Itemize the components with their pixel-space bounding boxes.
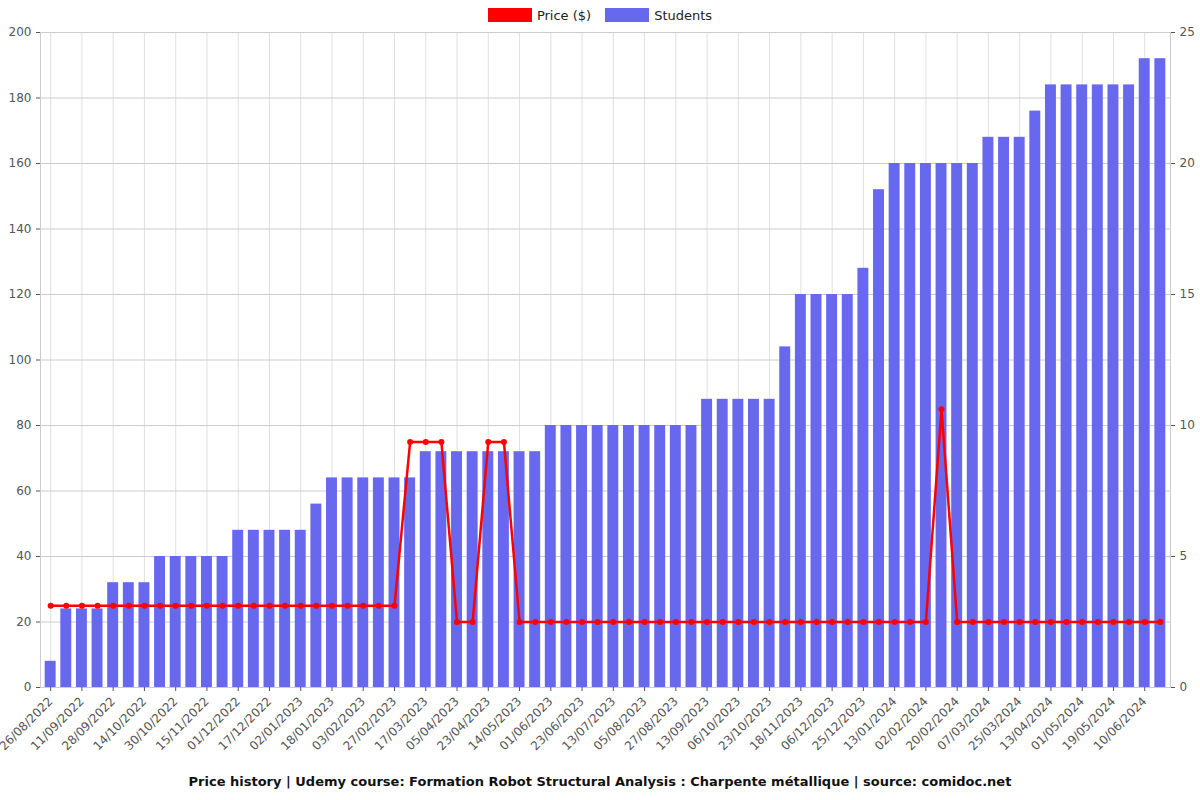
svg-text:27/02/2023: 27/02/2023 bbox=[340, 694, 400, 754]
svg-text:10: 10 bbox=[1180, 418, 1195, 432]
svg-text:23/04/2023: 23/04/2023 bbox=[434, 694, 494, 754]
svg-text:160: 160 bbox=[9, 156, 32, 170]
svg-text:23/06/2023: 23/06/2023 bbox=[528, 694, 587, 754]
svg-text:01/06/2023: 01/06/2023 bbox=[496, 694, 556, 754]
svg-text:23/10/2023: 23/10/2023 bbox=[715, 694, 775, 754]
svg-text:05/08/2023: 05/08/2023 bbox=[590, 694, 650, 754]
svg-text:5: 5 bbox=[1180, 549, 1188, 563]
svg-text:180: 180 bbox=[9, 91, 32, 105]
svg-text:20: 20 bbox=[16, 615, 31, 629]
svg-text:20/02/2024: 20/02/2024 bbox=[903, 694, 962, 754]
svg-text:17/03/2023: 17/03/2023 bbox=[371, 694, 431, 754]
svg-text:100: 100 bbox=[9, 353, 32, 367]
svg-text:14/05/2023: 14/05/2023 bbox=[465, 694, 525, 754]
svg-text:27/08/2023: 27/08/2023 bbox=[621, 694, 681, 754]
svg-text:17/12/2022: 17/12/2022 bbox=[215, 694, 275, 754]
svg-text:60: 60 bbox=[16, 484, 31, 498]
svg-text:18/01/2023: 18/01/2023 bbox=[278, 694, 337, 754]
svg-text:13/09/2023: 13/09/2023 bbox=[653, 694, 712, 754]
html-text:Price history | Udemy course:: Price history | Udemy course: Formation … bbox=[188, 774, 1012, 789]
svg-text:140: 140 bbox=[9, 222, 32, 236]
svg-text:14/10/2022: 14/10/2022 bbox=[90, 694, 150, 754]
svg-text:25: 25 bbox=[1180, 26, 1195, 39]
html-text:Students: Students bbox=[654, 7, 713, 23]
svg-text:13/01/2024: 13/01/2024 bbox=[840, 694, 900, 754]
svg-text:01/12/2022: 01/12/2022 bbox=[184, 694, 243, 754]
svg-text:15/11/2022: 15/11/2022 bbox=[153, 694, 212, 754]
svg-text:80: 80 bbox=[16, 418, 31, 432]
svg-text:11/09/2022: 11/09/2022 bbox=[27, 694, 87, 754]
svg-text:15: 15 bbox=[1180, 287, 1195, 301]
html-text:Price ($): Price ($) bbox=[536, 7, 592, 23]
svg-text:30/10/2022: 30/10/2022 bbox=[121, 694, 181, 754]
svg-text:40: 40 bbox=[16, 549, 31, 563]
svg-text:25/12/2023: 25/12/2023 bbox=[809, 694, 869, 754]
svg-text:0: 0 bbox=[1180, 680, 1188, 694]
svg-text:25/03/2024: 25/03/2024 bbox=[965, 694, 1025, 754]
svg-text:28/09/2022: 28/09/2022 bbox=[59, 694, 118, 754]
svg-text:01/05/2024: 01/05/2024 bbox=[1028, 694, 1087, 754]
svg-text:13/07/2023: 13/07/2023 bbox=[559, 694, 619, 754]
svg-text:19/05/2024: 19/05/2024 bbox=[1059, 694, 1119, 754]
svg-text:10/06/2024: 10/06/2024 bbox=[1091, 694, 1150, 753]
svg-text:13/04/2024: 13/04/2024 bbox=[997, 694, 1056, 754]
svg-text:06/12/2023: 06/12/2023 bbox=[778, 694, 837, 754]
svg-text:03/02/2023: 03/02/2023 bbox=[309, 694, 369, 754]
svg-text:0: 0 bbox=[24, 680, 32, 694]
svg-text:05/04/2023: 05/04/2023 bbox=[403, 694, 462, 754]
svg-text:200: 200 bbox=[9, 26, 32, 39]
svg-text:120: 120 bbox=[9, 287, 32, 301]
svg-text:02/02/2024: 02/02/2024 bbox=[871, 694, 931, 754]
svg-text:20: 20 bbox=[1180, 156, 1195, 170]
svg-text:02/01/2023: 02/01/2023 bbox=[246, 694, 306, 754]
svg-text:07/03/2024: 07/03/2024 bbox=[934, 694, 994, 754]
svg-text:06/10/2023: 06/10/2023 bbox=[684, 694, 744, 754]
svg-text:18/11/2023: 18/11/2023 bbox=[746, 694, 806, 754]
